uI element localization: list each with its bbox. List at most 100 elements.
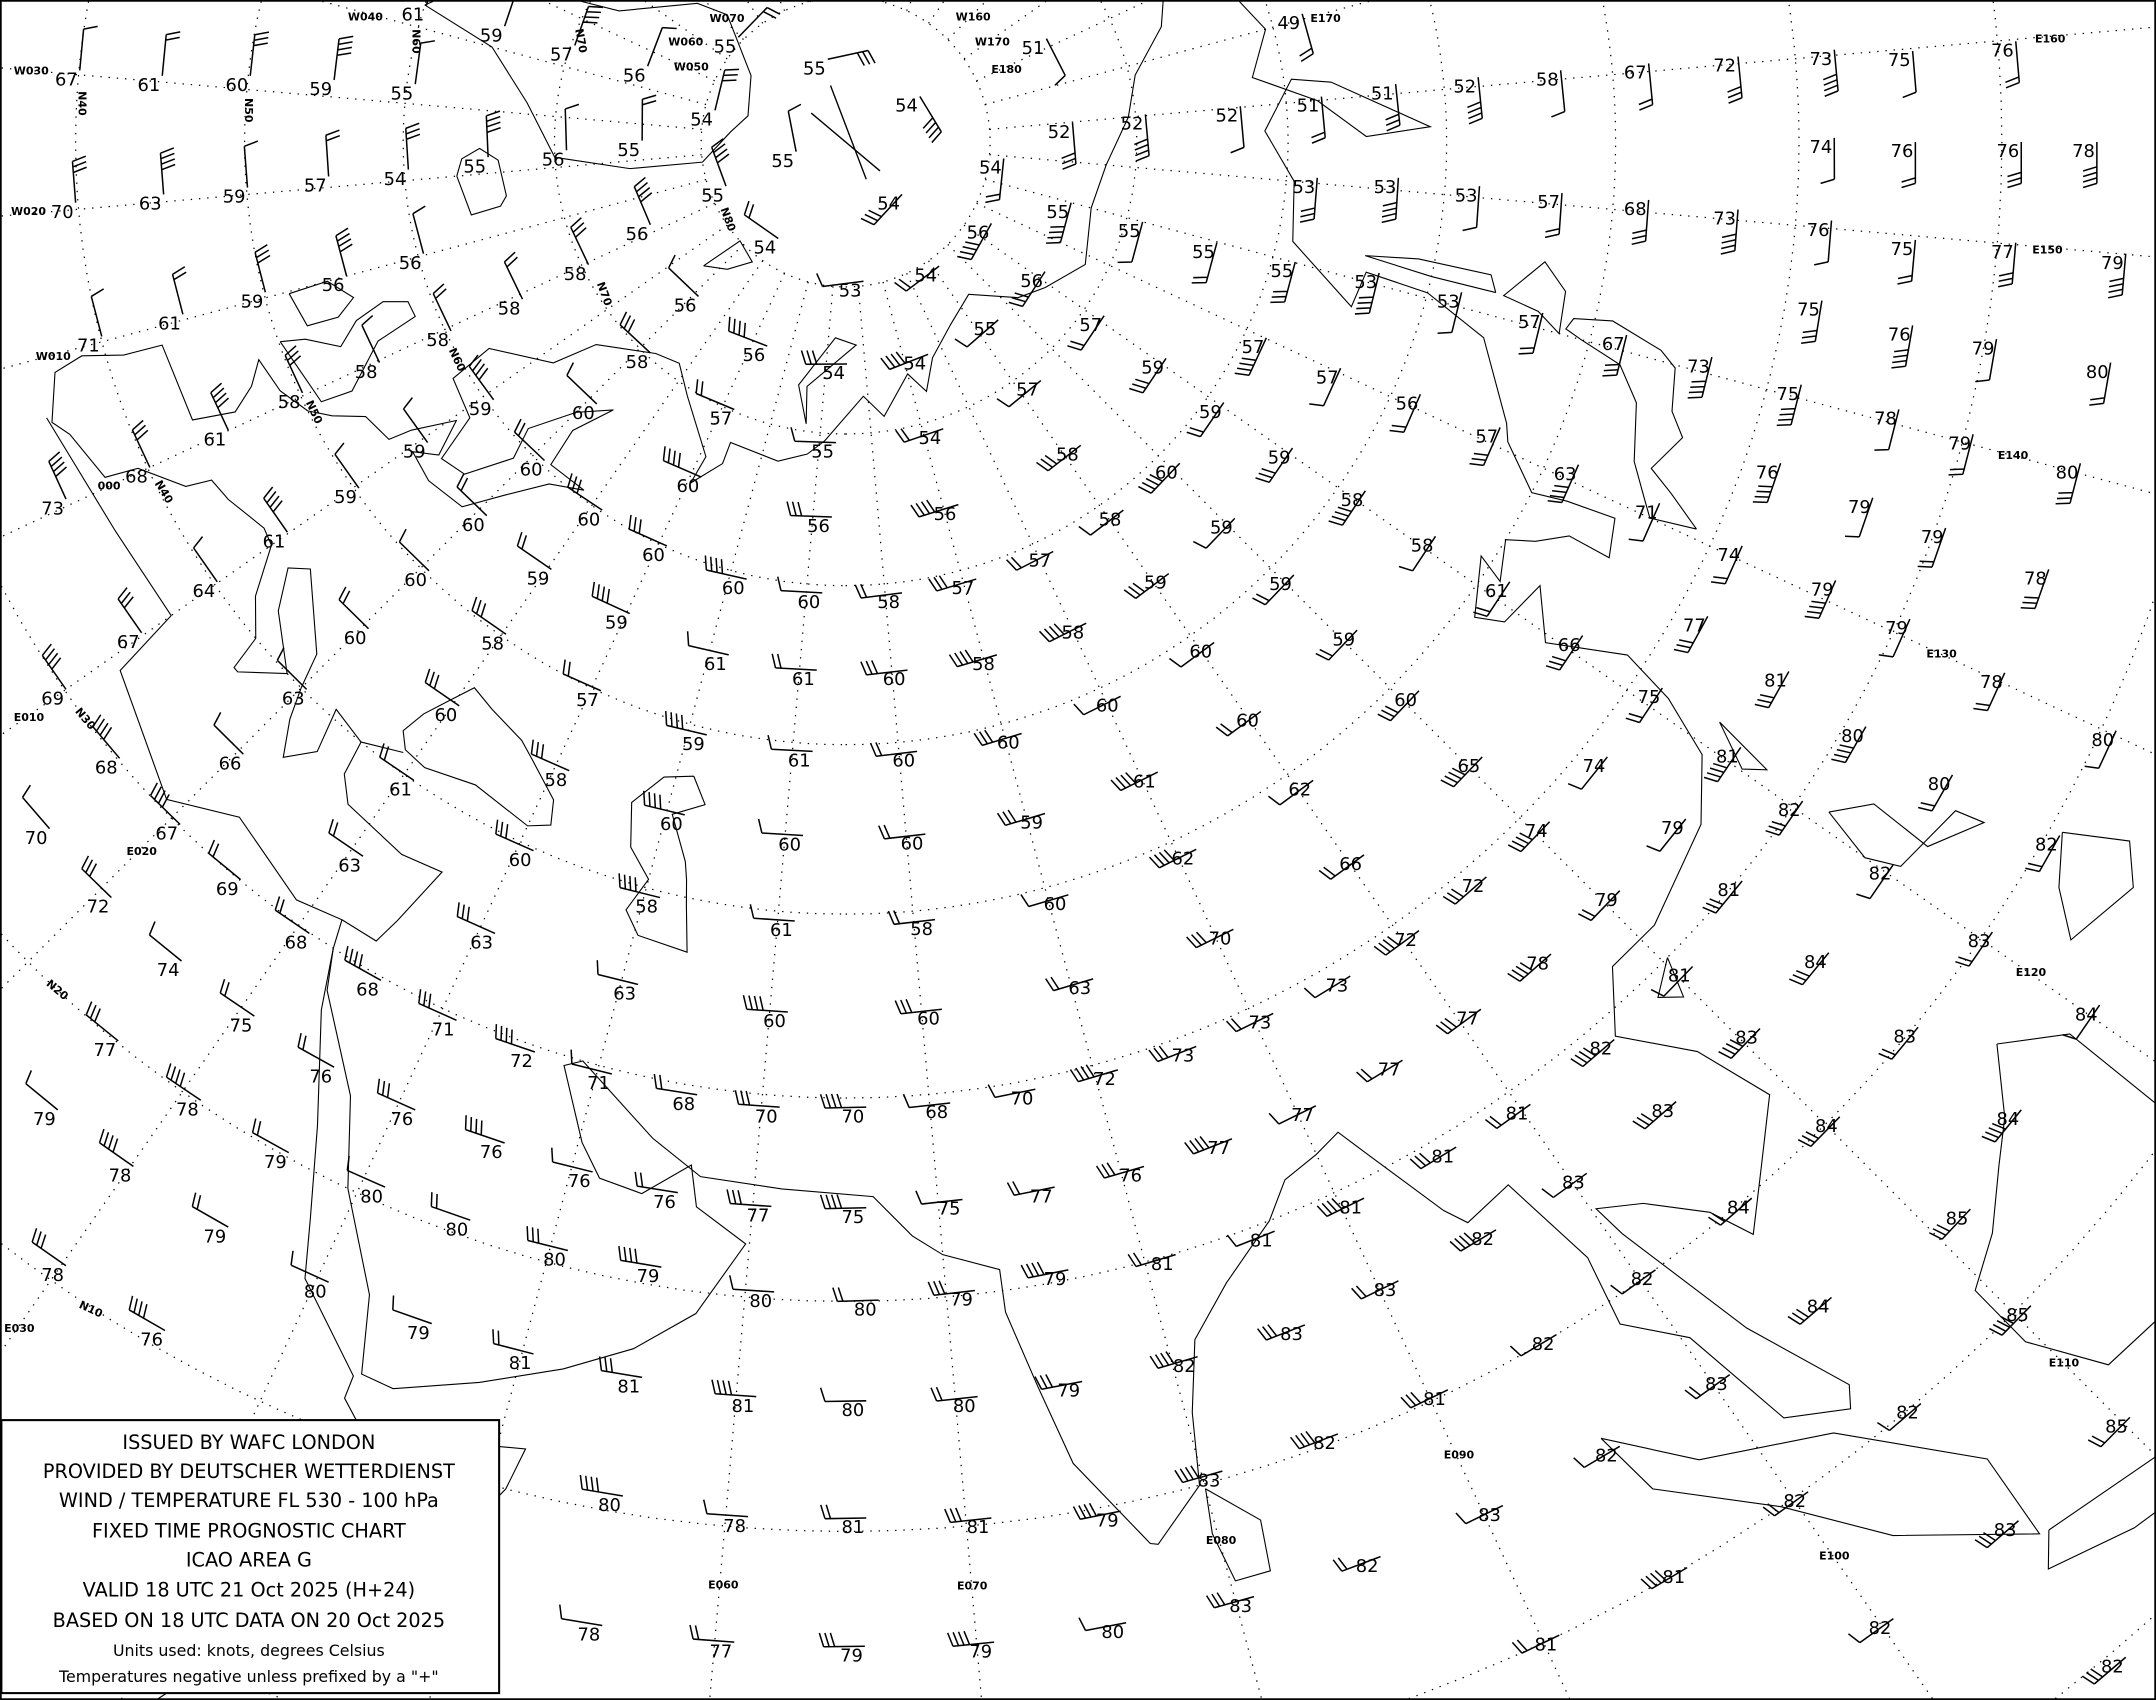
wind-barb: [1547, 464, 1580, 504]
wind-barb: [787, 103, 802, 152]
wind-barb: [1252, 574, 1295, 606]
temperature-label: 58: [278, 392, 301, 413]
wind-barb: [1046, 202, 1072, 244]
temperature-label: 64: [193, 581, 216, 602]
temperature-label: 81: [1151, 1254, 1174, 1275]
parallel-line: [700, 0, 991, 288]
temperature-label: 61: [204, 429, 227, 450]
temperature-label: 62: [1288, 780, 1311, 801]
wind-barb: [530, 739, 570, 772]
meridian-label: E070: [957, 1580, 988, 1593]
wind-barb: [2087, 1416, 2131, 1448]
temperature-label: 59: [1199, 402, 1222, 423]
wind-barb: [2107, 253, 2127, 299]
wind-barb: [405, 122, 421, 170]
temperature-label: 56: [322, 275, 345, 296]
wind-barb: [927, 1280, 975, 1296]
wind-barb: [726, 1189, 772, 1208]
temperature-label: 82: [1896, 1403, 1919, 1424]
temperature-label: 60: [1096, 695, 1119, 716]
temperature-label: 80: [2086, 362, 2109, 383]
temperature-label: 53: [1354, 272, 1377, 293]
wind-barb: [1138, 462, 1181, 494]
temperature-label: 59: [1268, 447, 1291, 468]
parallel-line: [2054, 1614, 2156, 1700]
temperature-label: 79: [1661, 818, 1684, 839]
temperature-label: 72: [510, 1051, 533, 1072]
wind-barb: [503, 1, 514, 27]
temperature-labels: 67 61 60 59 55 61 59 57 56 55 55 54 51 49 51 52 58 67 72 73…: [25, 5, 2128, 1678]
temperature-label: 68: [95, 757, 118, 778]
temperature-label: 80: [1841, 726, 1864, 747]
wind-barb: [468, 354, 495, 401]
temperature-label: 80: [446, 1219, 469, 1240]
meridian-line: [928, 260, 1934, 1699]
temperature-label: 84: [1727, 1197, 1750, 1218]
wind-barb: [414, 40, 436, 85]
wind-barb: [1975, 339, 1998, 383]
wind-barb: [1545, 635, 1584, 671]
wind-barb: [1267, 779, 1314, 806]
wind-barb: [887, 910, 936, 926]
temperature-label: 59: [1269, 574, 1292, 595]
wind-barb: [1469, 427, 1501, 467]
temperature-label: 57: [1475, 427, 1498, 448]
temperature-label: 57: [1537, 192, 1560, 213]
pole-cross-line: [810, 112, 881, 172]
coastline: [51, 1, 1164, 759]
wind-barb: [425, 1, 429, 6]
temperature-label: 77: [747, 1206, 770, 1227]
meridian-line: [644, 0, 728, 60]
wind-barb: [1801, 300, 1823, 345]
temperature-label: 58: [910, 919, 933, 940]
wind-barb: [1762, 1491, 1809, 1517]
temperature-label: 56: [934, 504, 957, 525]
temperature-label: 53: [1455, 185, 1478, 206]
temperature-label: 78: [1526, 953, 1549, 974]
wind-barb: [165, 1063, 202, 1101]
meridian-line: [779, 1, 786, 12]
temperature-label: 79: [2101, 253, 2124, 274]
temperature-label: 82: [1595, 1445, 1618, 1466]
temperature-label: 80: [749, 1291, 772, 1312]
wind-barb: [1797, 1116, 1841, 1147]
temperature-label: 54: [384, 169, 407, 190]
temperature-label: 59: [682, 734, 705, 755]
temperature-label: 84: [1997, 1109, 2020, 1130]
temperature-label: 74: [1525, 821, 1548, 842]
wind-barb: [274, 896, 310, 935]
temperature-label: 80: [2056, 462, 2079, 483]
wind-barb: [628, 514, 668, 547]
temperature-label: 81: [842, 1517, 865, 1538]
wind-barb: [471, 596, 507, 635]
wind-barb: [424, 668, 460, 707]
temperature-label: 68: [672, 1094, 695, 1115]
wind-barb: [1847, 1618, 1894, 1644]
temperature-label: 61: [389, 780, 412, 801]
temperature-label: 55: [701, 185, 724, 206]
temperature-label: 55: [1118, 221, 1141, 242]
temperature-label: 77: [1456, 1008, 1479, 1029]
temperature-label: 58: [635, 897, 658, 918]
temperature-label: 68: [285, 933, 308, 954]
meridian-line: [0, 244, 744, 990]
wind-barb: [1702, 880, 1743, 914]
temperature-label: 84: [1804, 952, 1827, 973]
temperature-label: 60: [892, 751, 915, 772]
temperature-label: 58: [481, 633, 504, 654]
meridian-label: E150: [2032, 244, 2063, 257]
temperature-label: 58: [1099, 509, 1122, 530]
temperature-label: 55: [617, 140, 640, 161]
temperature-label: 82: [1778, 800, 1801, 821]
wind-barb: [1381, 177, 1400, 224]
wind-barb: [704, 555, 747, 580]
temperature-label: 54: [914, 265, 937, 286]
temperature-label: 55: [974, 319, 997, 340]
wind-barb: [1437, 292, 1463, 335]
temperature-label: 72: [87, 897, 110, 918]
meridian-label: E120: [2016, 966, 2047, 979]
coastline: [402, 687, 555, 827]
wind-barb: [2025, 835, 2061, 873]
wind-barb: [1299, 13, 1314, 62]
